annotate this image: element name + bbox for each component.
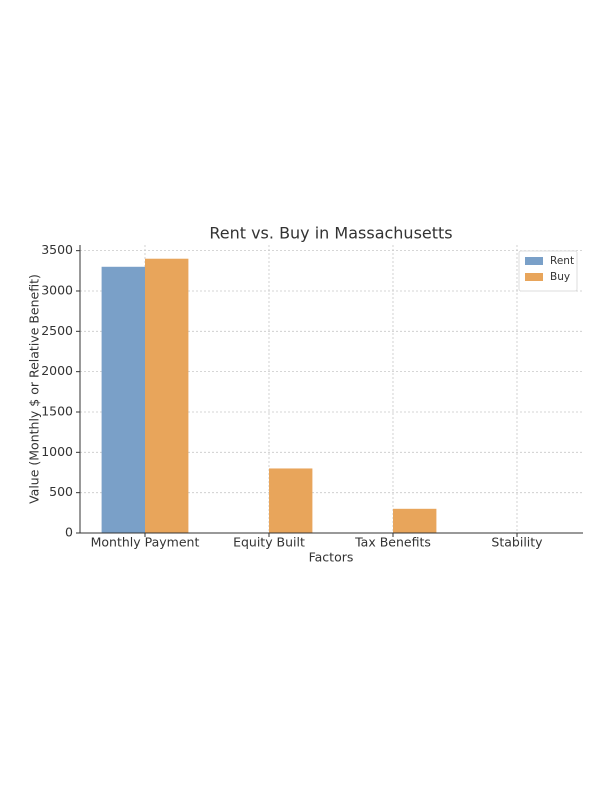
- x-tick-label: Equity Built: [233, 535, 305, 550]
- y-axis-label: Value (Monthly $ or Relative Benefit): [27, 274, 42, 504]
- y-tick-label: 1000: [41, 444, 73, 459]
- bar: [101, 266, 145, 533]
- y-tick-label: 500: [49, 484, 73, 499]
- x-tick-label: Tax Benefits: [354, 535, 431, 550]
- x-tick-label: Stability: [491, 535, 543, 550]
- y-tick-label: 2000: [41, 363, 73, 378]
- legend-swatch: [525, 273, 543, 281]
- y-tick-label: 1500: [41, 403, 73, 418]
- x-axis-label: Factors: [309, 550, 354, 565]
- chart-title: Rent vs. Buy in Massachusetts: [209, 224, 452, 243]
- bar: [145, 258, 189, 533]
- x-tick-label: Monthly Payment: [91, 535, 200, 550]
- y-tick-label: 0: [65, 525, 73, 540]
- legend-label: Rent: [550, 255, 574, 267]
- bar: [269, 468, 313, 533]
- legend-label: Buy: [550, 271, 570, 283]
- y-tick-label: 2500: [41, 323, 73, 338]
- y-tick-label: 3000: [41, 282, 73, 297]
- y-tick-label: 3500: [41, 242, 73, 257]
- bar: [393, 508, 437, 533]
- legend-swatch: [525, 257, 543, 265]
